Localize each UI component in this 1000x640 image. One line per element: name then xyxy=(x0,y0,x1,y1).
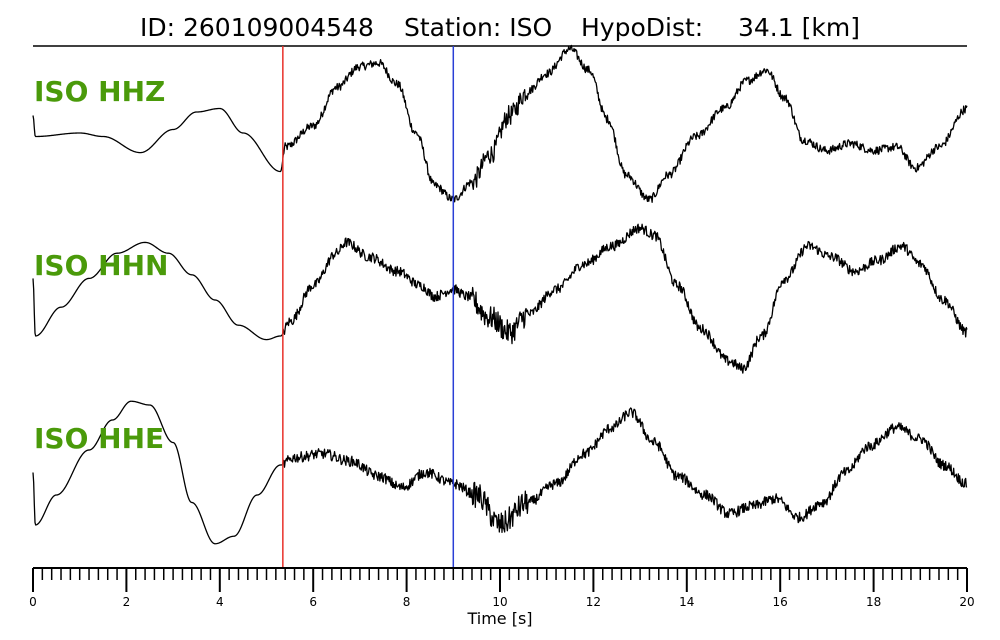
tick-label: 8 xyxy=(403,595,411,609)
channel-labels-layer: ISO HHZ ISO HHN ISO HHE xyxy=(34,75,168,455)
channel-label-iso-hhe: ISO HHE xyxy=(34,422,164,455)
traces-layer xyxy=(32,44,968,545)
tick-label: 4 xyxy=(216,595,224,609)
trace-iso-hhe xyxy=(32,400,968,545)
title-event-id: ID: 260109004548 xyxy=(140,13,374,42)
tick-label: 16 xyxy=(773,595,788,609)
channel-label-iso-hhz: ISO HHZ xyxy=(34,75,165,108)
tick-label: 10 xyxy=(492,595,507,609)
channel-label-iso-hhn: ISO HHN xyxy=(34,249,168,282)
pick-markers-layer xyxy=(282,46,455,568)
x-axis-label: Time [s] xyxy=(466,609,532,628)
tick-label: 14 xyxy=(679,595,694,609)
tick-label: 20 xyxy=(959,595,974,609)
title-hypodist-value: 34.1 [km] xyxy=(738,13,860,42)
title-hypodist-label: HypoDist: xyxy=(581,13,703,42)
time-axis: 0 2 4 6 8 10 12 14 16 18 20 xyxy=(29,567,975,609)
tick-label: 18 xyxy=(866,595,881,609)
tick-label: 2 xyxy=(123,595,131,609)
trace-iso-hhn xyxy=(32,223,968,374)
tick-label: 6 xyxy=(309,595,317,609)
tick-label: 12 xyxy=(586,595,601,609)
tick-label: 0 xyxy=(29,595,37,609)
title-station: Station: ISO xyxy=(404,13,552,42)
trace-iso-hhz xyxy=(32,44,968,203)
